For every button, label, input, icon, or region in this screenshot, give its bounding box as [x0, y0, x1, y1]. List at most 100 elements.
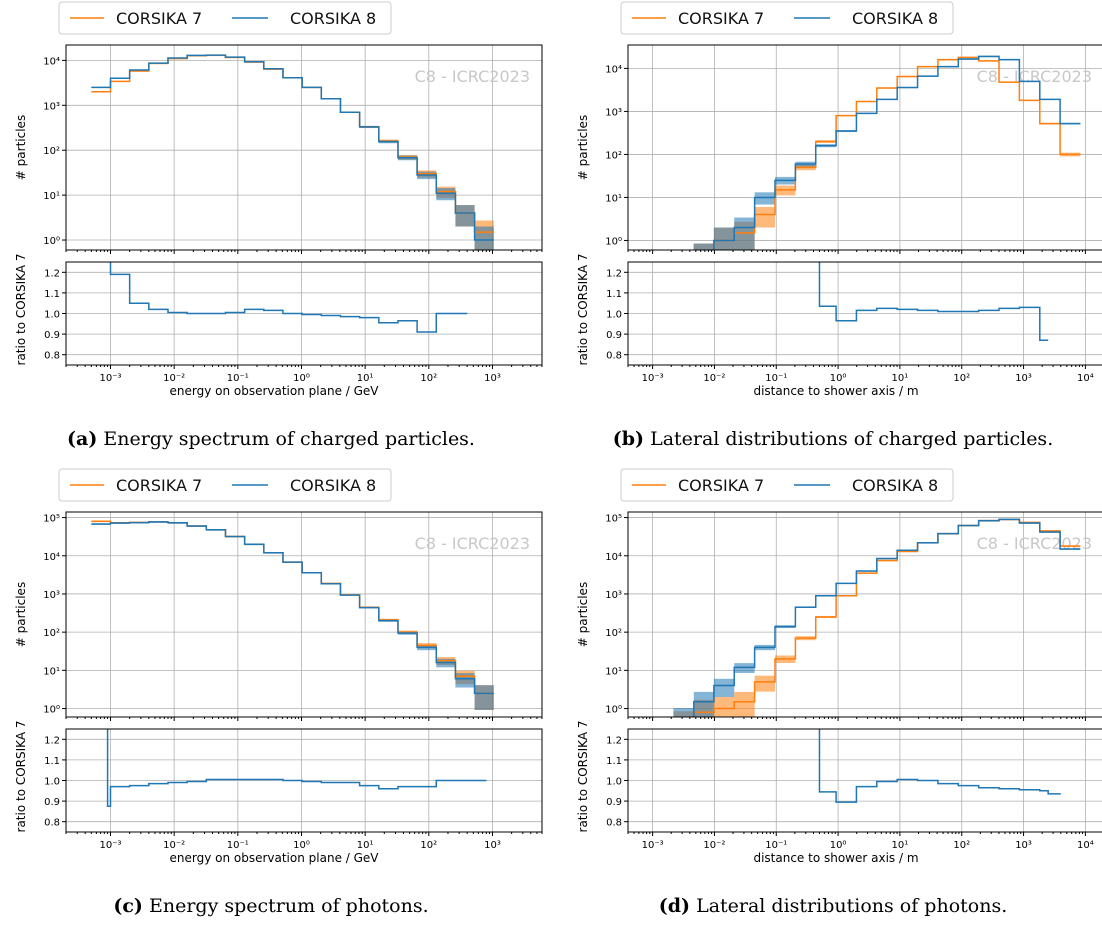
legend-label-c7: CORSIKA 7	[678, 9, 764, 28]
y-tick-label-bottom: 1.0	[606, 777, 622, 788]
x-tick-label: 10⁻³	[642, 373, 664, 384]
gridlines	[628, 512, 1102, 832]
y-tick-label-top: 10²	[43, 146, 60, 157]
caption-text: Energy spectrum of photons.	[143, 895, 429, 917]
y-tick-label-bottom: 1.2	[606, 268, 622, 279]
gridlines	[628, 45, 1102, 365]
x-tick-label: 10³	[484, 840, 501, 851]
ratio-series	[818, 729, 1061, 803]
y-axis-label-top: # particles	[14, 115, 28, 180]
y-tick-label-bottom: 1.1	[44, 756, 60, 767]
y-tick-label-bottom: 0.8	[44, 818, 60, 829]
y-tick-label-top: 10⁵	[605, 514, 622, 525]
c7-line	[713, 56, 1081, 250]
caption-text: Energy spectrum of charged particles.	[97, 428, 475, 450]
y-tick-label-bottom: 0.9	[44, 330, 60, 341]
panel-a: CORSIKA 7 CORSIKA 8 C8 - ICRC2023 10⁻³ 10⁻² 1…	[14, 1, 543, 450]
c8-error-band	[693, 243, 714, 250]
y-tick-label-bottom: 0.8	[606, 351, 622, 362]
y-axis-label-top: # particles	[576, 582, 590, 647]
ratio-series	[109, 262, 468, 333]
x-tick-label: 10⁻¹	[227, 840, 249, 851]
x-tick-label: 10⁻¹	[765, 840, 787, 851]
legend-frame	[620, 468, 954, 502]
c8-error-band	[455, 205, 475, 227]
caption-text: Lateral distributions of photons.	[690, 895, 1007, 917]
c8-error-band	[474, 685, 494, 710]
top-axes-frame	[627, 511, 1102, 718]
caption-letter: (c)	[113, 895, 143, 917]
y-tick-label-top: 10¹	[43, 191, 60, 202]
y-tick-label-top: 10³	[43, 101, 60, 112]
y-tick-label-top: 10⁰	[43, 705, 60, 716]
y-tick-label-top: 10³	[605, 590, 622, 601]
y-tick-label-top: 10²	[605, 150, 622, 161]
c8-error-band	[673, 707, 694, 717]
y-tick-label-bottom: 0.8	[44, 351, 60, 362]
x-tick-label: 10⁰	[293, 373, 310, 384]
x-tick-label: 10⁻¹	[227, 373, 249, 384]
ratio-series	[106, 729, 487, 807]
y-tick-label-top: 10⁴	[43, 56, 60, 67]
caption: (d) Lateral distributions of photons.	[659, 895, 1007, 917]
x-axis-label: energy on observation plane / GeV	[169, 384, 379, 398]
x-tick-label: 10¹	[357, 840, 374, 851]
x-tick-label: 10³	[1015, 373, 1032, 384]
y-axis-label-top: # particles	[14, 582, 28, 647]
gridlines	[66, 512, 542, 832]
x-tick-label: 10²	[420, 840, 437, 851]
legend: CORSIKA 7 CORSIKA 8	[58, 468, 392, 502]
y-tick-label-top: 10³	[605, 107, 622, 118]
y-tick-label-bottom: 0.9	[44, 797, 60, 808]
x-tick-label: 10¹	[892, 840, 909, 851]
c8-error-band	[713, 678, 735, 698]
x-tick-label: 10¹	[357, 373, 374, 384]
legend: CORSIKA 7 CORSIKA 8	[58, 1, 392, 35]
y-tick-label-top: 10⁴	[605, 64, 622, 75]
c8-error-band	[693, 691, 714, 717]
ratio-series	[818, 262, 1049, 342]
legend-label-c7: CORSIKA 7	[116, 9, 202, 28]
y-tick-label-top: 10⁴	[43, 552, 60, 563]
x-tick-label: 10²	[953, 373, 970, 384]
x-tick-label: 10²	[953, 840, 970, 851]
histograms	[693, 55, 1081, 250]
y-tick-label-bottom: 1.0	[44, 310, 60, 321]
y-tick-label-bottom: 1.1	[44, 289, 60, 300]
y-tick-label-bottom: 0.8	[606, 818, 622, 829]
c7-error-band	[754, 675, 775, 692]
ratio-line	[106, 729, 487, 807]
ticks	[62, 59, 543, 369]
watermark: C8 - ICRC2023	[415, 67, 530, 86]
c8-error-band	[754, 192, 775, 205]
caption-letter: (d)	[659, 895, 690, 917]
top-axes-frame	[65, 44, 543, 251]
x-axis-label: distance to shower axis / m	[753, 851, 918, 865]
x-tick-label: 10⁻²	[703, 373, 725, 384]
top-axes-frame	[627, 44, 1102, 251]
c8-line	[693, 518, 1081, 717]
c8-line	[91, 521, 494, 695]
watermark: C8 - ICRC2023	[977, 67, 1092, 86]
y-tick-label-top: 10⁰	[605, 236, 622, 247]
x-tick-label: 10¹	[892, 373, 909, 384]
c8-error-band	[455, 673, 475, 688]
legend-label-c7: CORSIKA 7	[116, 476, 202, 495]
legend-label-c7: CORSIKA 7	[678, 476, 764, 495]
y-tick-label-top: 10⁴	[605, 552, 622, 563]
caption: (a) Energy spectrum of charged particles…	[67, 428, 475, 450]
x-tick-label: 10⁻³	[99, 840, 121, 851]
y-tick-label-top: 10²	[605, 628, 622, 639]
ratio-line	[109, 262, 468, 333]
y-tick-label-bottom: 1.2	[44, 735, 60, 746]
x-tick-label: 10⁴	[1077, 840, 1094, 851]
x-tick-label: 10⁻²	[703, 840, 725, 851]
y-tick-label-top: 10¹	[605, 666, 622, 677]
ratio-line	[818, 729, 1061, 803]
x-tick-label: 10⁻³	[642, 840, 664, 851]
c7-error-band	[734, 691, 755, 717]
x-tick-label: 10³	[484, 373, 501, 384]
panel-d: CORSIKA 7 CORSIKA 8 C8 - ICRC2023 10⁻³ 10⁻² 1…	[576, 468, 1102, 917]
y-tick-label-bottom: 1.0	[44, 777, 60, 788]
